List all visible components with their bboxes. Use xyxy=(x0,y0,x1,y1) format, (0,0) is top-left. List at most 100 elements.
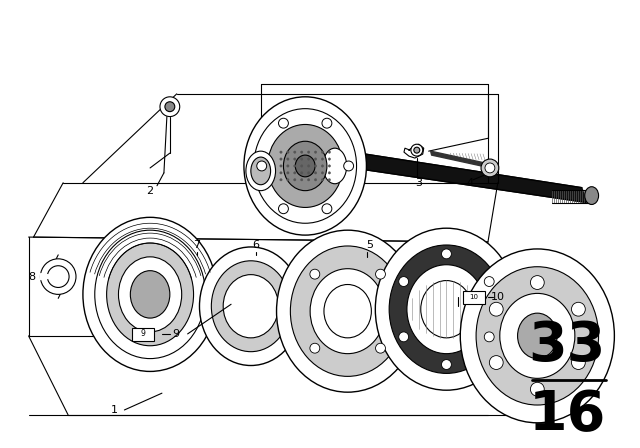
Ellipse shape xyxy=(244,97,367,235)
Circle shape xyxy=(280,151,282,153)
Circle shape xyxy=(278,204,289,214)
Circle shape xyxy=(328,179,331,181)
Text: 33: 33 xyxy=(529,319,605,373)
Circle shape xyxy=(287,172,289,174)
Polygon shape xyxy=(340,150,587,202)
Circle shape xyxy=(328,151,331,153)
Text: 8: 8 xyxy=(28,271,35,282)
Circle shape xyxy=(376,343,385,353)
Text: 16: 16 xyxy=(528,388,605,442)
Circle shape xyxy=(314,151,317,153)
Ellipse shape xyxy=(284,141,327,191)
Circle shape xyxy=(280,179,282,181)
Polygon shape xyxy=(431,151,486,167)
Circle shape xyxy=(294,158,296,160)
Text: 1: 1 xyxy=(111,405,118,415)
Ellipse shape xyxy=(95,230,205,358)
Circle shape xyxy=(307,158,310,160)
Text: 7: 7 xyxy=(193,240,200,250)
Circle shape xyxy=(321,151,324,153)
Circle shape xyxy=(307,179,310,181)
Ellipse shape xyxy=(268,125,343,207)
Circle shape xyxy=(165,102,175,112)
Wedge shape xyxy=(40,274,58,280)
Circle shape xyxy=(301,179,303,181)
Circle shape xyxy=(531,382,544,396)
Circle shape xyxy=(307,151,310,153)
Circle shape xyxy=(301,172,303,174)
Circle shape xyxy=(287,165,289,167)
Circle shape xyxy=(344,161,353,171)
Ellipse shape xyxy=(251,157,271,185)
Bar xyxy=(132,328,154,341)
Ellipse shape xyxy=(585,187,598,204)
Text: 4: 4 xyxy=(467,178,474,188)
Circle shape xyxy=(287,179,289,181)
Bar xyxy=(463,291,485,304)
Circle shape xyxy=(321,179,324,181)
Circle shape xyxy=(399,276,408,286)
Circle shape xyxy=(490,302,503,316)
Circle shape xyxy=(399,332,408,342)
Ellipse shape xyxy=(107,243,193,346)
Text: 3: 3 xyxy=(415,178,422,188)
Circle shape xyxy=(442,360,451,370)
Circle shape xyxy=(47,266,69,288)
Circle shape xyxy=(40,259,76,294)
Ellipse shape xyxy=(246,151,276,191)
Ellipse shape xyxy=(323,148,347,184)
Ellipse shape xyxy=(131,271,170,318)
Circle shape xyxy=(328,172,331,174)
Ellipse shape xyxy=(389,245,504,374)
Circle shape xyxy=(314,158,317,160)
Circle shape xyxy=(322,118,332,128)
Circle shape xyxy=(287,158,289,160)
Circle shape xyxy=(307,165,310,167)
Circle shape xyxy=(160,97,180,116)
Circle shape xyxy=(294,151,296,153)
Text: 6: 6 xyxy=(252,240,259,250)
Text: 9: 9 xyxy=(141,329,146,338)
Circle shape xyxy=(294,172,296,174)
Circle shape xyxy=(280,165,282,167)
Text: 10: 10 xyxy=(470,294,479,300)
Text: 5: 5 xyxy=(366,240,373,250)
Circle shape xyxy=(257,161,267,171)
Circle shape xyxy=(321,172,324,174)
Ellipse shape xyxy=(118,257,182,332)
Text: 2: 2 xyxy=(147,185,154,196)
Circle shape xyxy=(307,172,310,174)
Ellipse shape xyxy=(254,109,356,223)
Circle shape xyxy=(572,356,586,370)
Circle shape xyxy=(314,172,317,174)
Ellipse shape xyxy=(324,284,371,338)
Circle shape xyxy=(310,343,320,353)
Text: 10: 10 xyxy=(491,293,505,302)
Ellipse shape xyxy=(310,269,385,353)
Circle shape xyxy=(280,172,282,174)
Circle shape xyxy=(481,159,499,177)
Circle shape xyxy=(321,165,324,167)
Circle shape xyxy=(294,165,296,167)
Ellipse shape xyxy=(460,249,614,423)
Circle shape xyxy=(328,165,331,167)
Circle shape xyxy=(294,179,296,181)
Ellipse shape xyxy=(500,293,575,379)
Circle shape xyxy=(314,165,317,167)
Ellipse shape xyxy=(83,217,217,371)
Ellipse shape xyxy=(518,313,557,358)
Circle shape xyxy=(485,163,495,173)
Ellipse shape xyxy=(276,230,419,392)
Ellipse shape xyxy=(407,265,486,353)
Ellipse shape xyxy=(420,280,472,338)
Circle shape xyxy=(301,165,303,167)
Circle shape xyxy=(411,144,423,156)
Ellipse shape xyxy=(223,275,278,338)
Circle shape xyxy=(301,158,303,160)
Circle shape xyxy=(531,276,544,289)
Circle shape xyxy=(321,158,324,160)
Circle shape xyxy=(490,356,503,370)
Circle shape xyxy=(414,147,420,153)
Ellipse shape xyxy=(200,247,302,366)
Circle shape xyxy=(278,118,289,128)
